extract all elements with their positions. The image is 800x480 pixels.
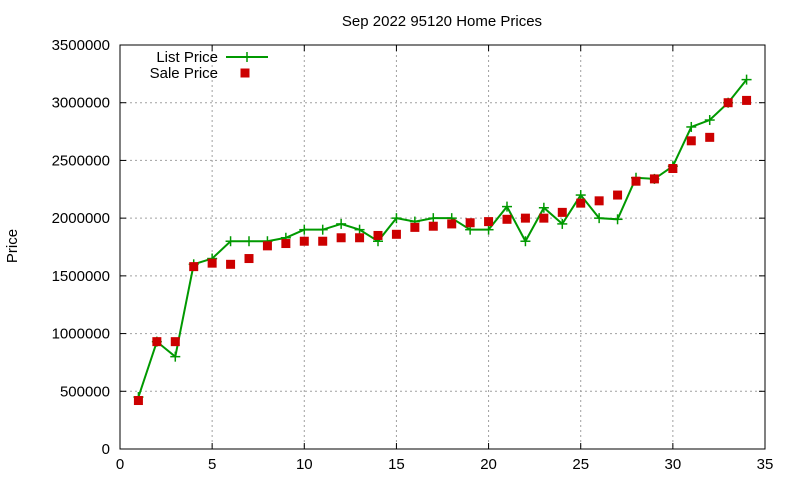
legend-square-swatch: [240, 68, 250, 78]
series-0: [133, 74, 752, 403]
sale-price-point: [705, 132, 715, 142]
sale-price-point: [465, 218, 475, 228]
list-price-point: [741, 74, 752, 85]
sale-price-point: [355, 233, 365, 243]
legend-label: List Price: [156, 49, 218, 66]
list-price-point: [354, 224, 365, 235]
sale-price-point: [244, 254, 254, 264]
y-tick-label: 2000000: [52, 210, 110, 227]
sale-price-point: [649, 174, 659, 184]
list-price-point: [391, 213, 402, 224]
y-tick-label: 2500000: [52, 152, 110, 169]
sale-price-point: [170, 337, 180, 347]
list-price-point: [686, 121, 697, 132]
sale-price-point: [373, 230, 383, 240]
list-price-point: [704, 115, 715, 126]
sale-price-point: [318, 236, 328, 246]
sale-price-point: [189, 262, 199, 272]
x-tick-label: 30: [665, 456, 682, 473]
sale-price-point: [133, 396, 143, 406]
series-1: [133, 95, 752, 406]
x-tick-label: 20: [480, 456, 497, 473]
sale-price-point: [428, 221, 438, 231]
legend-plus-swatch: [242, 52, 252, 62]
x-tick-label: 35: [757, 456, 774, 473]
list-price-point: [299, 224, 310, 235]
list-price-line: [137, 79, 748, 398]
sale-price-point: [539, 213, 549, 223]
y-tick-label: 0: [102, 441, 110, 458]
sale-price-point: [723, 98, 733, 108]
sale-price-point: [410, 222, 420, 232]
list-price-point: [244, 236, 254, 247]
sale-price-point: [484, 217, 494, 227]
list-price-point: [557, 218, 568, 229]
data-series: [133, 74, 752, 406]
list-price-point: [317, 224, 328, 235]
sale-price-point: [557, 207, 567, 217]
sale-price-point: [447, 219, 457, 229]
sale-price-point: [226, 259, 236, 269]
sale-price-point: [281, 239, 291, 249]
sale-price-point: [336, 233, 346, 243]
x-tick-label: 0: [116, 456, 124, 473]
list-price-point: [538, 202, 549, 213]
legend-label: Sale Price: [150, 65, 218, 82]
list-price-point: [575, 190, 586, 201]
list-price-point: [502, 201, 512, 212]
x-tick-label: 10: [296, 456, 313, 473]
sale-price-point: [742, 95, 752, 105]
y-tick-label: 3500000: [52, 37, 110, 54]
sale-price-point: [502, 214, 512, 224]
sale-price-point: [391, 229, 401, 239]
x-tick-label: 25: [572, 456, 589, 473]
sale-price-point: [299, 236, 309, 246]
chart-title: Sep 2022 95120 Home Prices: [342, 13, 542, 30]
sale-price-point: [262, 241, 272, 251]
sale-price-point: [520, 213, 530, 223]
sale-price-point: [152, 337, 162, 347]
axis-ticks: 0 5 10 15 20 25 30 35 0 500000 1000000 1500000 20000…: [52, 37, 774, 473]
list-price-point: [428, 213, 439, 224]
y-tick-label: 1500000: [52, 268, 110, 285]
list-price-point: [170, 351, 181, 362]
sale-price-point: [594, 196, 604, 206]
list-price-point: [612, 214, 623, 225]
sale-price-point: [576, 198, 586, 208]
y-tick-label: 1000000: [52, 326, 110, 343]
list-price-point: [225, 236, 236, 247]
plot-frame: [119, 44, 766, 450]
y-tick-label: 3000000: [52, 95, 110, 112]
sale-price-point: [631, 176, 641, 186]
sale-price-point: [207, 258, 217, 268]
grid: [120, 45, 765, 449]
sale-price-point: [668, 164, 678, 174]
list-price-point: [483, 224, 494, 235]
list-price-point: [594, 213, 605, 224]
x-tick-label: 15: [388, 456, 405, 473]
list-price-point: [520, 236, 531, 247]
sale-price-point: [686, 136, 696, 146]
y-tick-label: 500000: [60, 383, 110, 400]
x-tick-label: 5: [208, 456, 216, 473]
list-price-point: [336, 218, 347, 229]
sale-price-point: [613, 190, 623, 200]
y-axis-label: Price: [4, 229, 21, 263]
